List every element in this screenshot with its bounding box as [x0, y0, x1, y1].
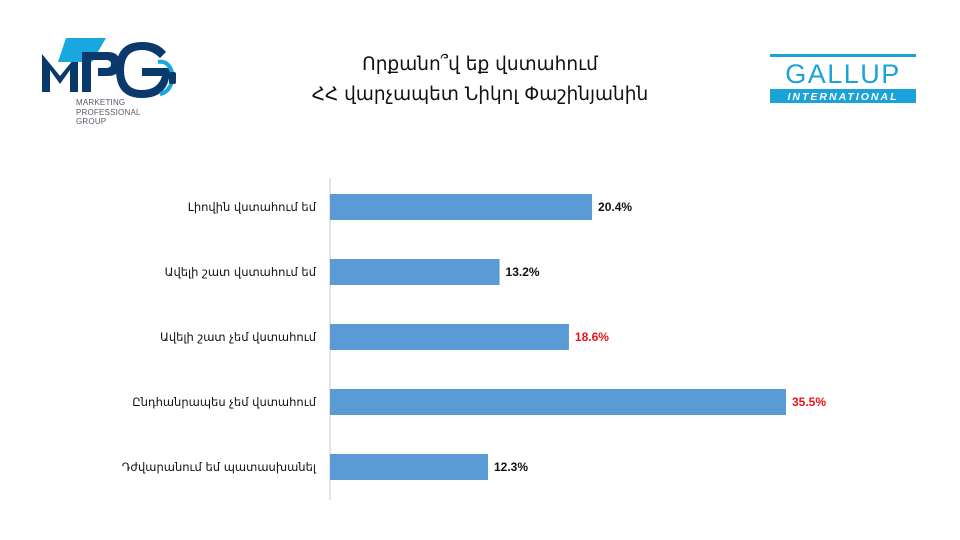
chart-title-line-2: ՀՀ վարչապետ Նիկոլ Փաշինյանին [311, 84, 649, 105]
category-label: Ավելի շատ չեմ վստահում [160, 330, 317, 344]
gallup-logo: GALLUP INTERNATIONAL [770, 54, 916, 103]
chart-title-line-1: Որքանո՞վ եք վստահում [362, 54, 598, 75]
mpg-subtitle-line: MARKETING [76, 98, 126, 107]
gallup-band-text: INTERNATIONAL [788, 91, 899, 103]
bar [330, 194, 593, 220]
category-label: Դժվարանում եմ պատասխանել [122, 460, 317, 474]
value-label: 12.3% [494, 460, 528, 474]
value-label: 35.5% [792, 395, 826, 409]
bar [330, 259, 500, 285]
value-label: 20.4% [598, 200, 632, 214]
bar [330, 454, 488, 480]
bar [330, 324, 569, 350]
mpg-subtitle-line: PROFESSIONAL [76, 107, 141, 117]
mpg-logo-subtitle: MARKETING PROFESSIONAL GROUP [76, 98, 141, 127]
mpg-logo-mark [42, 38, 176, 98]
chart-title: Որքանո՞վ եք վստահում ՀՀ վարչապետ Նիկոլ Փ… [230, 50, 730, 110]
bar [330, 389, 786, 415]
bars-group: Լիովին վստահում եմ 20.4% Ավելի շատ վստահու… [122, 194, 826, 480]
value-label: 13.2% [506, 265, 540, 279]
value-label: 18.6% [575, 330, 609, 344]
gallup-wordmark: GALLUP [785, 59, 901, 89]
category-label: Ընդհանրապես չեմ վստահում [132, 395, 316, 409]
mpg-subtitle-line: GROUP [76, 117, 107, 126]
category-label: Ավելի շատ վստահում եմ [165, 265, 317, 279]
category-label: Լիովին վստահում եմ [188, 200, 317, 214]
mpg-logo [42, 38, 176, 98]
